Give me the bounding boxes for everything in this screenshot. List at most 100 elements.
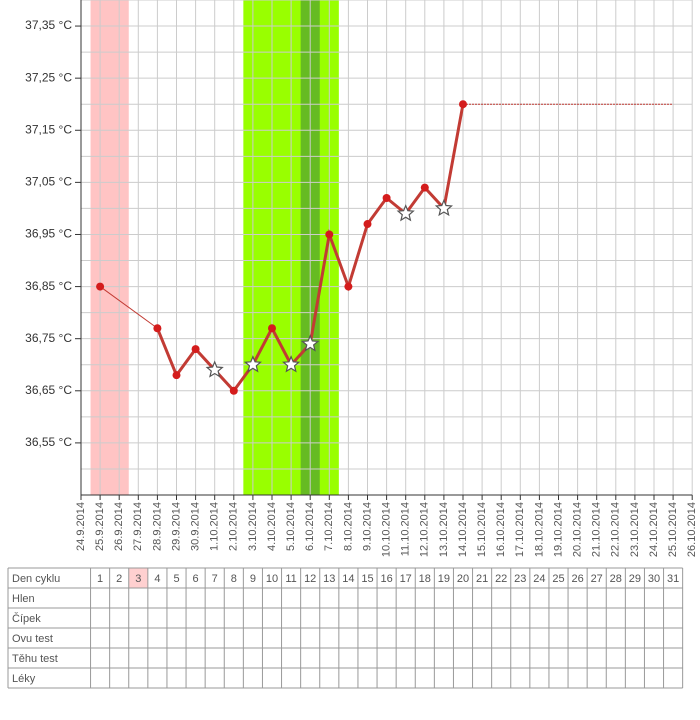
row-label: Hlen [12,593,35,605]
cycle-day: 14 [342,573,354,585]
x-tick-label: 12.10.2014 [419,502,431,557]
cycle-day: 2 [116,573,122,585]
cycle-day: 24 [533,573,545,585]
cycle-day: 29 [629,573,641,585]
x-tick-label: 13.10.2014 [438,502,450,557]
dot-marker [268,324,276,333]
cycle-day: 5 [173,573,179,585]
y-tick-label: 37,25 °C [25,70,72,84]
x-tick-label: 3.10.2014 [247,502,259,551]
cycle-day: 8 [231,573,237,585]
x-tick-label: 9.10.2014 [361,502,373,551]
cycle-day: 17 [400,573,412,585]
x-tick-label: 1.10.2014 [209,502,221,551]
x-tick-label: 10.10.2014 [381,502,393,557]
row-label: Den cyklu [12,573,60,585]
x-tick-label: 16.10.2014 [495,502,507,557]
cycle-day: 27 [591,573,603,585]
x-tick-label: 8.10.2014 [342,502,354,551]
row-label: Ovu test [12,633,53,645]
cycle-day: 7 [212,573,218,585]
cycle-day: 3 [135,573,141,585]
x-tick-label: 5.10.2014 [285,502,297,551]
row-label: Čípek [12,612,41,625]
x-tick-label: 2.10.2014 [228,502,240,551]
x-tick-label: 11.10.2014 [400,502,412,556]
x-tick-label: 26.9.2014 [113,502,125,551]
dot-marker [363,220,372,229]
cycle-day: 18 [419,573,431,585]
x-tick-label: 7.10.2014 [323,502,335,551]
star-marker [301,334,320,352]
x-tick-label: 21.10.2014 [591,502,603,557]
band [90,0,129,495]
highlight-cell [128,568,148,588]
y-tick-label: 37,15 °C [25,122,72,136]
y-tick-label: 36,75 °C [25,331,72,345]
dot-marker [344,282,353,291]
x-tick-label: 18.10.2014 [533,502,545,557]
y-tick-label: 36,85 °C [25,279,72,293]
star-marker [434,198,453,217]
star-marker [396,204,415,222]
cycle-day: 21 [476,573,488,585]
dot-marker [229,386,238,395]
x-tick-label: 24.10.2014 [648,502,660,557]
x-tick-label: 14.10.2014 [457,502,469,557]
star-marker [205,360,224,378]
cycle-day: 31 [667,573,679,585]
row-label: Těhu test [12,653,58,665]
cycle-day: 12 [304,573,316,585]
cycle-day: 22 [495,573,507,585]
cycle-day: 19 [438,573,450,585]
x-tick-label: 6.10.2014 [304,502,316,551]
x-tick-label: 27.9.2014 [132,502,144,551]
x-tick-label: 23.10.2014 [629,502,641,557]
cycle-day: 1 [97,573,103,585]
x-tick-label: 17.10.2014 [514,502,526,557]
cycle-day: 10 [266,573,278,585]
cycle-day: 26 [571,573,583,585]
dot-marker [153,324,162,333]
cycle-day: 23 [514,573,526,585]
gap-bridge [99,286,158,329]
x-tick-label: 22.10.2014 [610,502,622,557]
y-tick-label: 36,65 °C [25,383,72,397]
y-tick-label: 36,55 °C [25,435,72,449]
y-tick-label: 36,95 °C [25,227,72,241]
x-tick-label: 28.9.2014 [151,502,163,551]
dot-marker [325,230,334,239]
cycle-day: 13 [323,573,335,585]
x-tick-label: 20.10.2014 [572,502,584,557]
dot-marker [459,100,467,109]
cycle-day: 6 [193,573,199,585]
x-tick-label: 25.10.2014 [667,502,679,557]
y-tick-label: 37,05 °C [25,175,72,189]
x-tick-label: 24.9.2014 [75,502,87,551]
x-tick-label: 25.9.2014 [94,502,106,551]
dot-marker [172,371,181,380]
dot-marker [191,345,200,354]
cycle-day: 9 [250,573,256,585]
x-tick-label: 29.9.2014 [170,502,182,551]
cycle-day: 15 [361,573,373,585]
dot-marker [382,194,391,202]
star-marker [282,355,301,373]
cycle-day: 16 [380,573,392,585]
x-tick-label: 15.10.2014 [476,502,488,557]
x-tick-label: 30.9.2014 [190,502,202,551]
row-label: Léky [12,673,36,685]
star-marker [243,355,262,373]
y-tick-label: 37,35 °C [25,18,72,32]
cycle-day: 28 [610,573,622,585]
cycle-day: 4 [154,573,160,585]
cycle-day: 11 [285,573,296,585]
cycle-day: 30 [648,573,660,585]
x-tick-label: 19.10.2014 [552,502,564,557]
dot-marker [420,183,429,192]
cycle-day: 20 [457,573,469,585]
x-tick-label: 26.10.2014 [686,502,698,557]
x-tick-label: 4.10.2014 [266,502,278,551]
cycle-day: 25 [552,573,564,585]
